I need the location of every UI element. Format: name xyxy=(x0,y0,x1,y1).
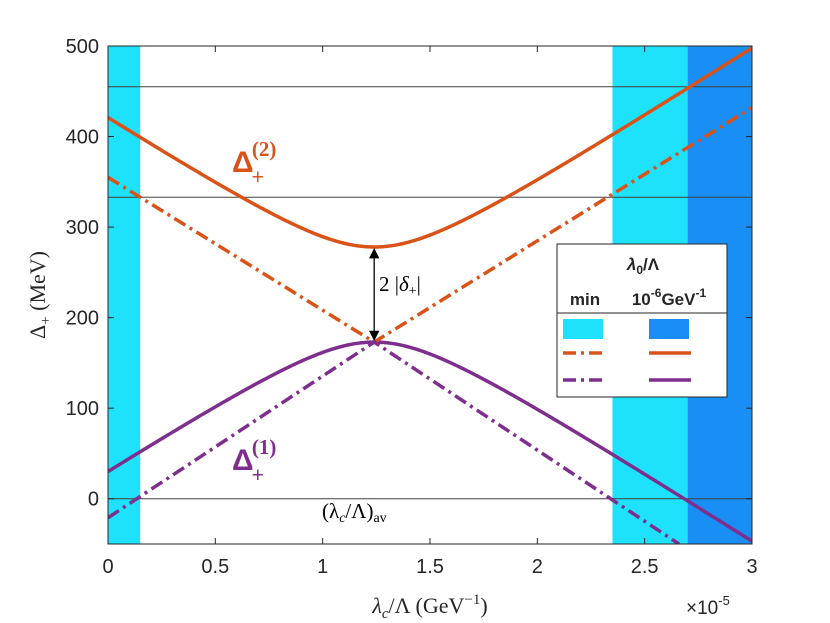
series-line-1 xyxy=(108,340,752,543)
y-tick-label-5: 500 xyxy=(66,36,99,58)
legend-col-1e6: 10-6GeV-1 xyxy=(632,286,707,309)
y-axis-label: Δ+ (MeV) xyxy=(25,251,54,339)
upper-branch-label: Δ+(2) xyxy=(232,137,276,189)
x-tick-label-1: 0.5 xyxy=(201,556,229,578)
legend-title: λ0/Λ xyxy=(626,255,660,277)
gap-label: 2 |δ+| xyxy=(379,272,421,299)
x-axis-label: λc/Λ (GeV−1) xyxy=(371,592,487,622)
legend-col-min: min xyxy=(570,290,600,309)
y-axis-ticks: 0 100 200 300 400 500 xyxy=(66,36,752,511)
x-tick-label-0: 0 xyxy=(102,556,113,578)
legend-swatch-1e6 xyxy=(649,319,689,339)
x-tick-label-4: 2 xyxy=(532,556,543,578)
reference-lines xyxy=(108,86,752,500)
y-tick-label-3: 300 xyxy=(66,217,99,239)
y-tick-label-2: 200 xyxy=(66,308,99,330)
y-tick-label-1: 100 xyxy=(66,398,99,420)
average-label: (λc/Λ)av xyxy=(322,499,387,526)
series-line-0 xyxy=(108,46,752,249)
legend-swatch-min xyxy=(563,319,603,339)
x-axis-multiplier: ×10-5 xyxy=(686,593,730,619)
series-layer xyxy=(108,46,752,544)
x-axis-ticks: 0 0.5 1 1.5 2 2.5 3 xyxy=(102,46,758,578)
x-tick-label-2: 1 xyxy=(317,556,328,578)
y-tick-label-0: 0 xyxy=(88,489,99,511)
series-line-3 xyxy=(108,340,680,544)
lower-branch-label: Δ+(1) xyxy=(232,435,276,487)
x-tick-label-5: 2.5 xyxy=(631,556,659,578)
y-tick-label-4: 400 xyxy=(66,127,99,149)
x-tick-label-3: 1.5 xyxy=(416,556,444,578)
legend: λ0/Λ min 10-6GeV-1 xyxy=(556,243,728,398)
x-tick-label-6: 3 xyxy=(746,556,757,578)
